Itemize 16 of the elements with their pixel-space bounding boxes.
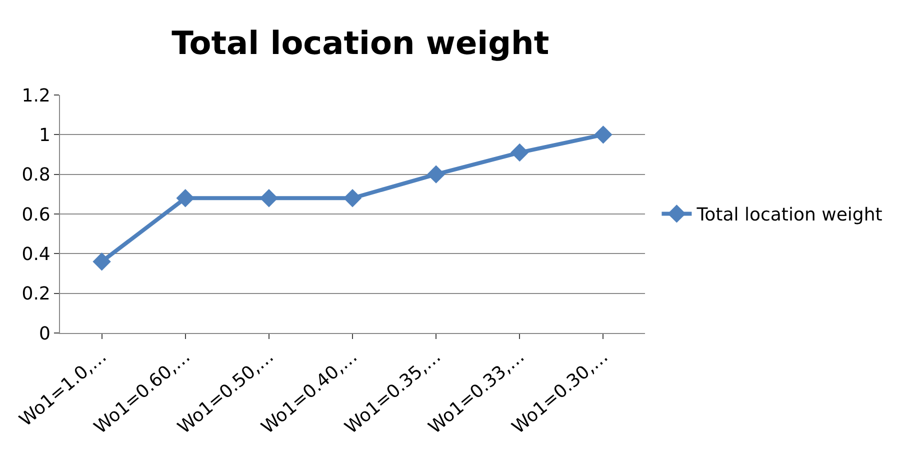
y-tick-label: 0.2 — [22, 284, 50, 305]
y-tick-label: 0.4 — [22, 244, 50, 265]
y-tick-label: 0.6 — [22, 204, 50, 226]
y-tick-label: 1 — [38, 124, 50, 146]
point — [594, 126, 612, 144]
y-tick-label: 0 — [38, 323, 50, 344]
chart-title: Total location weight — [172, 24, 550, 62]
legend-label: Total location weight — [696, 204, 882, 226]
y-tick-label: 1.2 — [22, 85, 50, 106]
y-tick-label: 0.8 — [22, 164, 50, 186]
point — [343, 189, 362, 208]
point — [510, 143, 529, 162]
point — [260, 189, 278, 208]
point — [176, 189, 194, 208]
point — [92, 252, 111, 271]
point — [426, 165, 446, 184]
